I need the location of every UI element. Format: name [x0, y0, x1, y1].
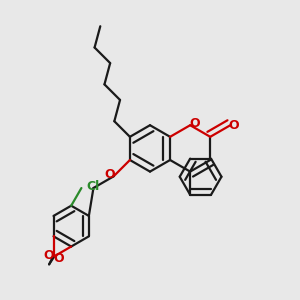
- Text: O: O: [190, 117, 200, 130]
- Text: O: O: [229, 119, 239, 132]
- Text: Cl: Cl: [86, 180, 99, 193]
- Text: O: O: [44, 249, 54, 262]
- Text: O: O: [53, 252, 64, 265]
- Text: O: O: [104, 168, 115, 181]
